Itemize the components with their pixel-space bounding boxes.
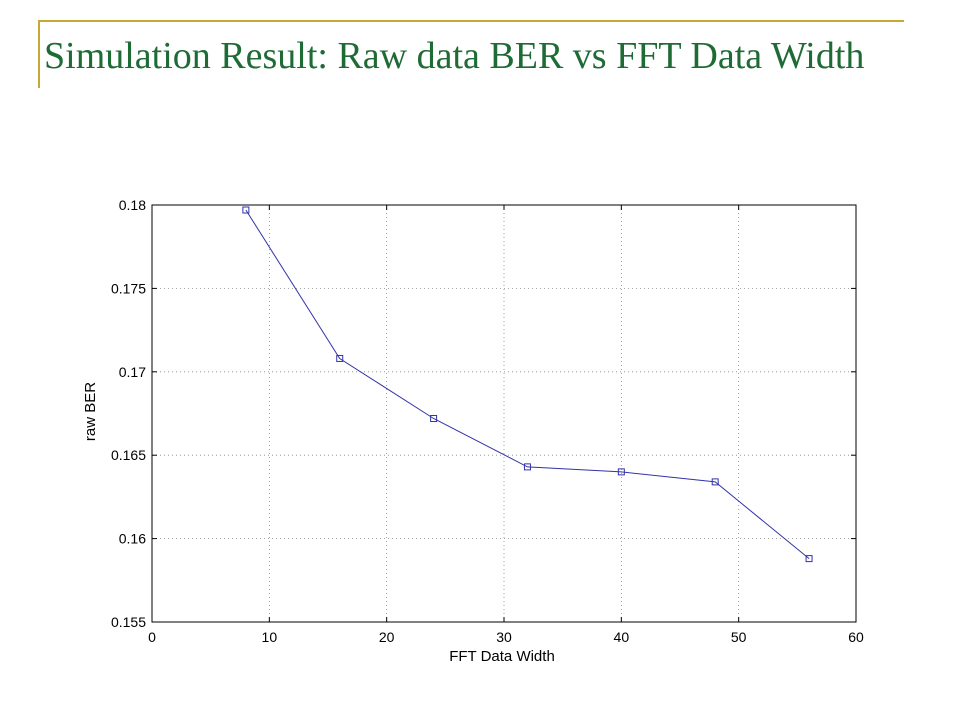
x-tick-label: 40 — [614, 629, 630, 645]
x-tick-label: 10 — [262, 629, 278, 645]
data-point-marker — [805, 555, 813, 563]
y-tick-label: 0.16 — [119, 531, 146, 547]
data-point-marker — [711, 478, 719, 486]
y-tick-label: 0.165 — [111, 447, 146, 463]
y-tick-labels: 0.155 0.16 0.165 0.17 0.175 0.18 — [111, 197, 146, 630]
x-tick-labels: 0 10 20 30 40 50 60 — [148, 629, 864, 645]
title-accent-horizontal — [38, 20, 904, 22]
x-tick-label: 30 — [496, 629, 512, 645]
data-point-marker — [336, 354, 344, 362]
data-point-marker — [617, 468, 625, 476]
data-point-marker — [523, 463, 531, 471]
x-tick-label: 50 — [731, 629, 747, 645]
x-tick-label: 20 — [379, 629, 395, 645]
x-tick-label: 60 — [848, 629, 864, 645]
data-point-marker — [430, 415, 438, 423]
y-tick-label: 0.175 — [111, 280, 146, 296]
x-axis-label: FFT Data Width — [449, 648, 555, 665]
y-tick-label: 0.17 — [119, 364, 146, 380]
y-axis-label: raw BER — [82, 382, 99, 441]
series-line — [245, 209, 810, 559]
chart-grid — [152, 205, 856, 622]
data-point-marker — [242, 206, 250, 214]
y-tick-label: 0.155 — [111, 614, 146, 630]
axis-ticks — [151, 204, 857, 623]
title-accent-vertical — [38, 20, 40, 88]
y-tick-label: 0.18 — [119, 197, 146, 213]
series-markers — [242, 206, 813, 563]
x-tick-label: 0 — [148, 629, 156, 645]
slide-title: Simulation Result: Raw data BER vs FFT D… — [44, 35, 865, 77]
